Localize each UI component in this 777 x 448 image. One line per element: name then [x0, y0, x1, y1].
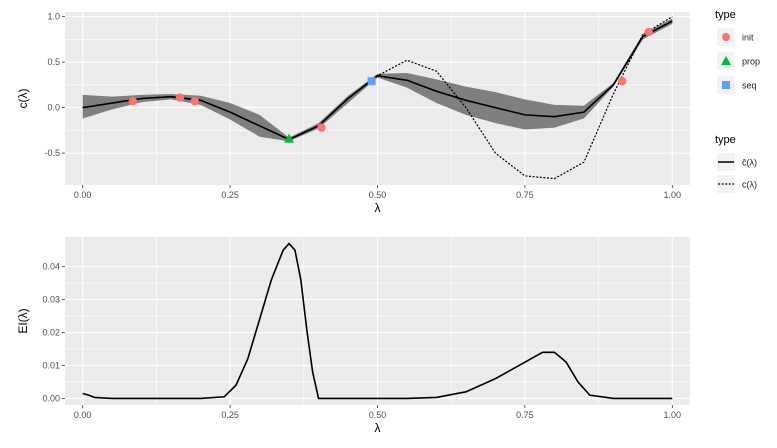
bottom-x-axis-title: λ [375, 421, 381, 435]
bottom-y-axis-title: EI(λ) [16, 308, 30, 333]
top-x-tick-labels: 0.00 0.25 0.50 0.75 1.00 [74, 185, 681, 200]
top-panel: 0.00 0.25 0.50 0.75 1.00 -0.5 0.0 0.5 1.0 λ c(λ… [16, 12, 690, 215]
y-tick-label: 0.5 [47, 57, 60, 67]
y-tick-label: 0.0 [47, 103, 60, 113]
legend-items: ĉ(λ) c(λ) [717, 153, 757, 193]
y-tick-label: -0.5 [44, 148, 60, 158]
y-tick-label: 1.0 [47, 12, 60, 22]
y-tick-label: 0.01 [42, 360, 60, 370]
y-tick-label: 0.02 [42, 328, 60, 338]
legend-symbol-init [722, 33, 730, 41]
legend-symbol-seq [722, 81, 730, 89]
bottom-y-tick-labels: 0.00 0.01 0.02 0.03 0.04 [42, 262, 65, 403]
x-tick-label: 0.00 [74, 190, 92, 200]
x-tick-label: 0.50 [369, 190, 387, 200]
bottom-panel: 0.00 0.25 0.50 0.75 1.00 0.000.010.020.030.0… [16, 237, 690, 435]
x-tick-label: 0.00 [74, 410, 92, 420]
top-y-tick-labels: -0.5 0.0 0.5 1.0 [44, 12, 65, 158]
data-point-init [190, 97, 199, 106]
legend-items: init prop seq [717, 28, 760, 94]
x-tick-label: 0.25 [221, 410, 239, 420]
top-x-axis-title: λ [375, 201, 381, 215]
legend-label: seq [742, 81, 757, 91]
data-point-init [644, 27, 653, 37]
x-tick-label: 1.00 [664, 410, 682, 420]
data-point-init [175, 93, 185, 102]
legend-label: prop [742, 57, 760, 67]
legend-line-type: type ĉ(λ) c(λ) [715, 134, 757, 193]
legend-point-type: type init prop seq [715, 9, 760, 94]
x-tick-label: 0.50 [369, 410, 387, 420]
y-tick-label: 0.04 [42, 262, 60, 272]
y-tick-label: 0.03 [42, 295, 60, 305]
bottom-x-tick-labels: 0.00 0.25 0.50 0.75 1.00 [74, 405, 681, 420]
data-point-prop [284, 133, 295, 143]
legend-label: ĉ(λ) [742, 158, 757, 168]
legend-label: c(λ) [742, 180, 757, 190]
legend-symbol-prop [721, 56, 731, 65]
confidence-band [82, 18, 673, 142]
x-tick-label: 0.75 [516, 190, 534, 200]
series-line-ei [82, 242, 673, 400]
data-point-init [128, 97, 138, 106]
x-tick-label: 0.25 [221, 190, 239, 200]
x-tick-label: 0.75 [516, 410, 534, 420]
x-tick-label: 1.00 [664, 190, 682, 200]
legend-label: init [742, 33, 754, 43]
top-major-grid [65, 12, 690, 185]
data-point-init [317, 123, 326, 132]
data-point-seq [367, 77, 376, 86]
top-y-axis-title: c(λ) [16, 89, 30, 109]
data-point-init [617, 77, 627, 86]
legend-title: type [715, 9, 736, 21]
legend-title: type [715, 134, 736, 146]
y-tick-label: 0.00 [42, 393, 60, 403]
data-points [128, 27, 653, 143]
